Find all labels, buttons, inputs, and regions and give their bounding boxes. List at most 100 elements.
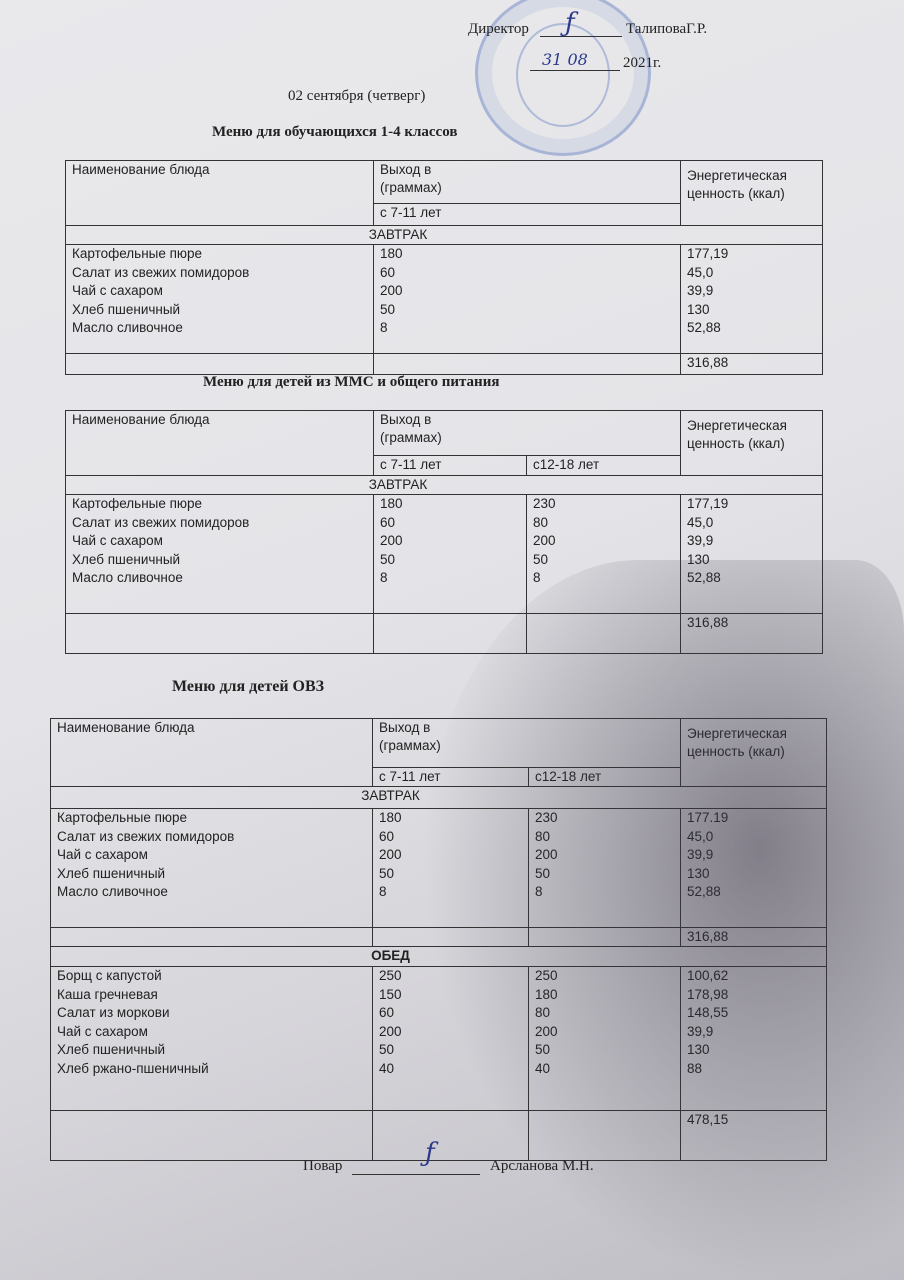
dish-name: Салат из моркови xyxy=(57,1005,170,1020)
yield-value: 60 xyxy=(379,828,395,844)
yield-value: 230 xyxy=(535,810,558,825)
dish-name: Картофельные пюре xyxy=(72,246,203,261)
dish-name: Каша гречневая xyxy=(57,986,158,1002)
yield-value: 8 xyxy=(379,884,387,899)
header-age-7-11: с 7-11 лет xyxy=(372,767,529,787)
cook-signature: ƒ xyxy=(425,1138,435,1168)
energy-value: 177,19 xyxy=(687,496,729,511)
dish-name: Хлеб пшеничный xyxy=(72,301,181,317)
energy-value: 52,88 xyxy=(687,884,721,899)
section-name: ЗАВТРАК xyxy=(368,477,428,492)
column-kcal: 177,19 45,0 39,9 130 52,88 xyxy=(680,494,823,614)
dish-name: Чай с сахаром xyxy=(72,283,163,298)
yield-value: 50 xyxy=(533,551,549,567)
approval-year: 2021г. xyxy=(623,55,662,71)
header-yield-label: Выход в (граммах) xyxy=(380,412,442,445)
yield-value: 230 xyxy=(533,496,556,511)
header-age-7-11: с 7-11 лет xyxy=(373,455,527,476)
yield-value: 8 xyxy=(380,570,388,585)
column-g2: 230 80 200 50 8 xyxy=(526,494,681,614)
yield-value: 180 xyxy=(380,496,403,511)
empty-cell xyxy=(528,1110,681,1161)
energy-value: 52,88 xyxy=(687,570,721,585)
section-header: ЗАВТРАК xyxy=(50,786,827,809)
header-age-12-18: с12-18 лет xyxy=(528,767,681,787)
section-header: ОБЕД xyxy=(50,946,827,967)
dish-name: Салат из свежих помидоров xyxy=(72,514,250,530)
cook-signature-line xyxy=(352,1160,480,1175)
section-header: ЗАВТРАК xyxy=(65,475,823,495)
energy-value: 130 xyxy=(687,1042,710,1057)
yield-value: 50 xyxy=(379,865,395,881)
dish-name: Хлеб ржано-пшеничный xyxy=(57,1060,209,1076)
dish-name: Борщ с капустой xyxy=(57,968,162,983)
yield-value: 200 xyxy=(380,533,403,548)
header-dish-name: Наименование блюда xyxy=(65,410,374,476)
total-energy: 316,88 xyxy=(680,613,823,654)
empty-cell xyxy=(50,1110,373,1161)
section-name: ЗАВТРАК xyxy=(368,227,428,242)
total-energy: 478,15 xyxy=(680,1110,827,1161)
header-energy: Энергетическая ценность (ккал) xyxy=(680,718,827,787)
yield-value: 80 xyxy=(535,1005,551,1020)
table-title-3: Меню для детей ОВЗ xyxy=(172,678,325,695)
header-yield: Выход в (граммах) xyxy=(372,718,681,768)
yield-value: 180 xyxy=(380,246,403,261)
column-g1: 180 60 200 50 8 xyxy=(373,244,681,354)
energy-value: 45,0 xyxy=(687,514,714,530)
empty-cell xyxy=(372,927,529,947)
header-dish-name: Наименование блюда xyxy=(50,718,373,787)
director-label: Директор xyxy=(468,21,529,37)
yield-value: 60 xyxy=(380,264,396,280)
menu-date: 02 сентября (четверг) xyxy=(288,88,426,104)
energy-value: 39,9 xyxy=(687,533,714,548)
dish-name: Картофельные пюре xyxy=(72,496,203,511)
yield-value: 180 xyxy=(379,810,402,825)
column-dish: Картофельные пюре Салат из свежих помидор… xyxy=(65,244,374,354)
yield-value: 50 xyxy=(379,1042,395,1057)
empty-cell xyxy=(526,613,681,654)
header-age-12-18: с12-18 лет xyxy=(526,455,681,476)
yield-value: 250 xyxy=(379,968,402,983)
energy-value: 130 xyxy=(687,865,710,881)
cook-name: Арсланова М.Н. xyxy=(490,1158,594,1174)
yield-value: 8 xyxy=(535,884,543,899)
header-yield-label: Выход в (граммах) xyxy=(380,162,442,195)
yield-value: 200 xyxy=(379,847,402,862)
yield-value: 50 xyxy=(535,1042,551,1057)
empty-cell xyxy=(373,353,681,375)
empty-cell xyxy=(372,1110,529,1161)
yield-value: 50 xyxy=(535,865,551,881)
empty-cell xyxy=(528,927,681,947)
date-line xyxy=(530,54,620,71)
yield-value: 150 xyxy=(379,986,402,1002)
yield-value: 50 xyxy=(380,551,396,567)
section-name: ЗАВТРАК xyxy=(361,788,420,803)
energy-value: 45,0 xyxy=(687,264,714,280)
total-energy: 316,88 xyxy=(680,353,823,375)
empty-cell xyxy=(373,613,527,654)
yield-value: 60 xyxy=(379,1005,395,1020)
energy-value: 39,9 xyxy=(687,283,714,298)
approval-date: 31 08 xyxy=(542,50,588,69)
energy-value: 178,98 xyxy=(687,986,729,1002)
energy-value: 177.19 xyxy=(687,810,729,825)
dish-name: Чай с сахаром xyxy=(72,533,163,548)
dish-name: Хлеб пшеничный xyxy=(72,551,181,567)
column-dish: Картофельные пюре Салат из свежих помидор… xyxy=(50,808,373,928)
header-dish-name: Наименование блюда xyxy=(65,160,374,226)
dish-name: Чай с сахаром xyxy=(57,847,148,862)
empty-cell xyxy=(65,353,374,375)
column-kcal: 177,19 45,0 39,9 130 52,88 xyxy=(680,244,823,354)
dish-name: Чай с сахаром xyxy=(57,1023,148,1039)
empty-cell xyxy=(65,613,374,654)
director-name: ТалиповаГ.Р. xyxy=(626,21,708,37)
energy-value: 39,9 xyxy=(687,847,714,862)
total-energy: 316,88 xyxy=(680,927,827,947)
header-yield: Выход в (граммах) xyxy=(373,160,681,204)
yield-value: 200 xyxy=(535,847,558,862)
column-dish: Борщ с капустой Каша гречневая Салат из мо… xyxy=(50,966,373,1111)
header-yield-label: Выход в (граммах) xyxy=(379,720,441,753)
yield-value: 180 xyxy=(535,986,558,1002)
column-g2: 230 80 200 50 8 xyxy=(528,808,681,928)
